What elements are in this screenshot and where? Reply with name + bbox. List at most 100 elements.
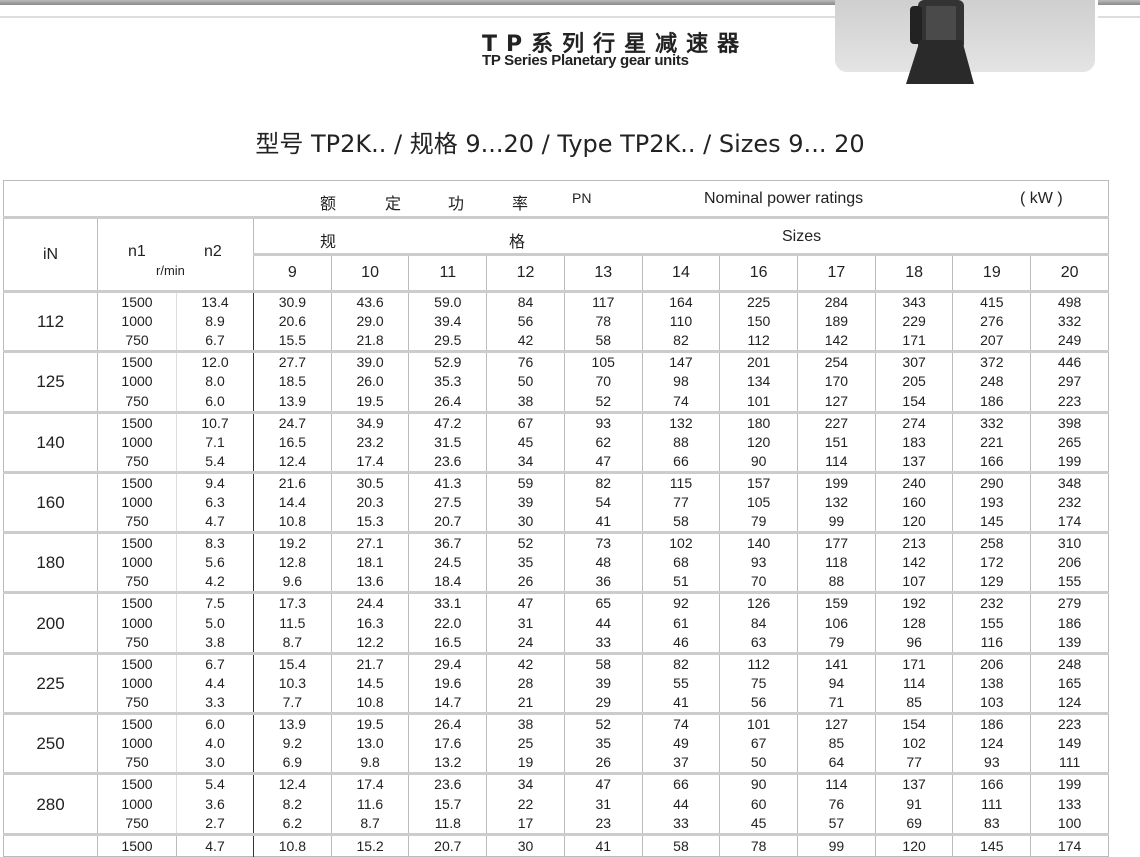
power-cell: 105 [719, 492, 798, 513]
power-cell: 20.7 [408, 512, 487, 533]
sizes-cn-1: 规 [320, 234, 337, 251]
n1-cell: 750 [97, 632, 177, 654]
power-cell: 140 [719, 531, 798, 554]
n1-cell: 1500 [97, 350, 177, 373]
n2-cell: 12.0 [176, 350, 254, 373]
power-cell: 47 [486, 591, 565, 614]
table-row: 1000 5.6 12.8 18.1 24.5 35 48 68 93 118 142 172 206 [4, 553, 1109, 573]
power-cell: 137 [874, 772, 953, 795]
n1-cell: 750 [97, 813, 177, 835]
power-cell: 93 [563, 410, 643, 433]
speed-unit: r/min [156, 263, 185, 278]
power-cell: 29 [563, 693, 643, 714]
power-cell: 232 [1030, 492, 1109, 513]
power-cell: 70 [719, 572, 798, 593]
power-cell: 49 [641, 734, 720, 754]
table-row: 750 2.7 6.2 8.7 11.8 17 23 33 45 57 69 83 100 [4, 813, 1109, 835]
power-cell: 114 [874, 673, 953, 694]
power-cell: 17 [486, 813, 565, 835]
n2-cell: 3.8 [176, 632, 254, 654]
power-cell: 149 [1030, 734, 1109, 754]
table-row: 180 1500 8.3 19.2 27.1 36.7 52 73 102 140 177 213 25… [3, 531, 1109, 593]
power-cell: 166 [952, 451, 1031, 473]
n2-cell: 3.0 [176, 753, 254, 774]
power-cell: 17.4 [330, 772, 409, 795]
power-cell: 12.4 [253, 451, 332, 473]
power-cell: 398 [1030, 410, 1109, 433]
power-cell: 177 [797, 531, 876, 554]
power-cell: 61 [641, 613, 720, 633]
power-cell: 66 [641, 451, 720, 473]
power-cell: 8.2 [253, 794, 332, 814]
power-cell: 60 [719, 794, 798, 814]
power-cell: 34 [486, 451, 565, 473]
power-cell: 12.8 [253, 553, 332, 573]
power-cell: 21.7 [330, 651, 409, 674]
power-cell: 23.2 [330, 432, 409, 452]
power-cell: 41.3 [408, 470, 487, 493]
power-cell: 19.2 [253, 531, 332, 554]
power-cell: 44 [641, 794, 720, 814]
power-cell: 307 [874, 350, 953, 373]
n1-cell: 750 [97, 572, 177, 593]
power-cell: 112 [719, 651, 798, 674]
n2-cell: 10.7 [176, 410, 254, 433]
n1-cell: 1000 [97, 312, 177, 332]
power-cell: 64 [797, 753, 876, 774]
n2-cell: 5.0 [176, 613, 254, 633]
power-cell: 54 [563, 492, 643, 513]
power-cell: 6.2 [253, 813, 332, 835]
power-cell: 19.6 [408, 673, 487, 694]
n1-cell: 1500 [97, 410, 177, 433]
power-cell: 174 [1030, 832, 1109, 857]
ratio-cell: 225 [3, 651, 98, 714]
power-cell: 139 [1030, 632, 1109, 654]
header-divider [0, 16, 835, 18]
n2-cell: 4.7 [176, 512, 254, 533]
power-cell: 79 [797, 632, 876, 654]
table-row: 750 3.3 7.7 10.8 14.7 21 29 41 56 71 85 103 124 [4, 693, 1109, 714]
n1-cell: 1000 [97, 432, 177, 452]
power-cell: 77 [874, 753, 953, 774]
n2-cell: 6.7 [176, 651, 254, 674]
power-cell: 27.5 [408, 492, 487, 513]
power-cell: 128 [874, 613, 953, 633]
power-cell: 96 [874, 632, 953, 654]
power-cell: 165 [1030, 673, 1109, 694]
power-cell: 248 [1030, 651, 1109, 674]
power-cell: 56 [486, 312, 565, 332]
power-cell: 13.6 [330, 572, 409, 593]
power-cell: 35 [563, 734, 643, 754]
n1-cell: 1500 [97, 290, 177, 312]
power-cell: 498 [1030, 290, 1109, 312]
n2-cell: 13.4 [176, 290, 254, 312]
power-cell: 38 [486, 712, 565, 735]
size-16: 16 [719, 254, 798, 293]
table-row: 1000 5.0 11.5 16.3 22.0 31 44 61 84 106 128 155 186 [4, 613, 1109, 633]
power-cell: 10.8 [253, 512, 332, 533]
power-cell: 77 [641, 492, 720, 513]
table-row: 1000 7.1 16.5 23.2 31.5 45 62 88 120 151 183 221 265 [4, 432, 1109, 452]
power-cell: 213 [874, 531, 953, 554]
n2-cell: 3.6 [176, 794, 254, 814]
power-cell: 41 [563, 512, 643, 533]
power-cell: 41 [641, 693, 720, 714]
power-cell: 74 [641, 391, 720, 413]
n2-cell: 4.4 [176, 673, 254, 694]
size-9: 9 [253, 254, 332, 293]
power-cell: 82 [641, 651, 720, 674]
power-cell: 55 [641, 673, 720, 694]
header-bar-right [1098, 0, 1140, 5]
power-cell: 110 [641, 312, 720, 332]
n1-cell: 1000 [97, 613, 177, 633]
power-cn-2: 定 [385, 196, 402, 213]
power-cell: 265 [1030, 432, 1109, 452]
power-cell: 223 [1030, 712, 1109, 735]
size-18: 18 [874, 254, 953, 293]
table-row: 1000 8.9 20.6 29.0 39.4 56 78 110 150 189 229 276 33… [4, 312, 1109, 332]
power-cell: 145 [952, 512, 1031, 533]
table-row: 112 1500 13.4 30.9 43.6 59.0 84 117 164 225 284 343… [3, 289, 1109, 352]
col-ratio: iN [3, 217, 98, 293]
power-cell: 157 [719, 470, 798, 493]
n2-cell: 8.9 [176, 312, 254, 332]
